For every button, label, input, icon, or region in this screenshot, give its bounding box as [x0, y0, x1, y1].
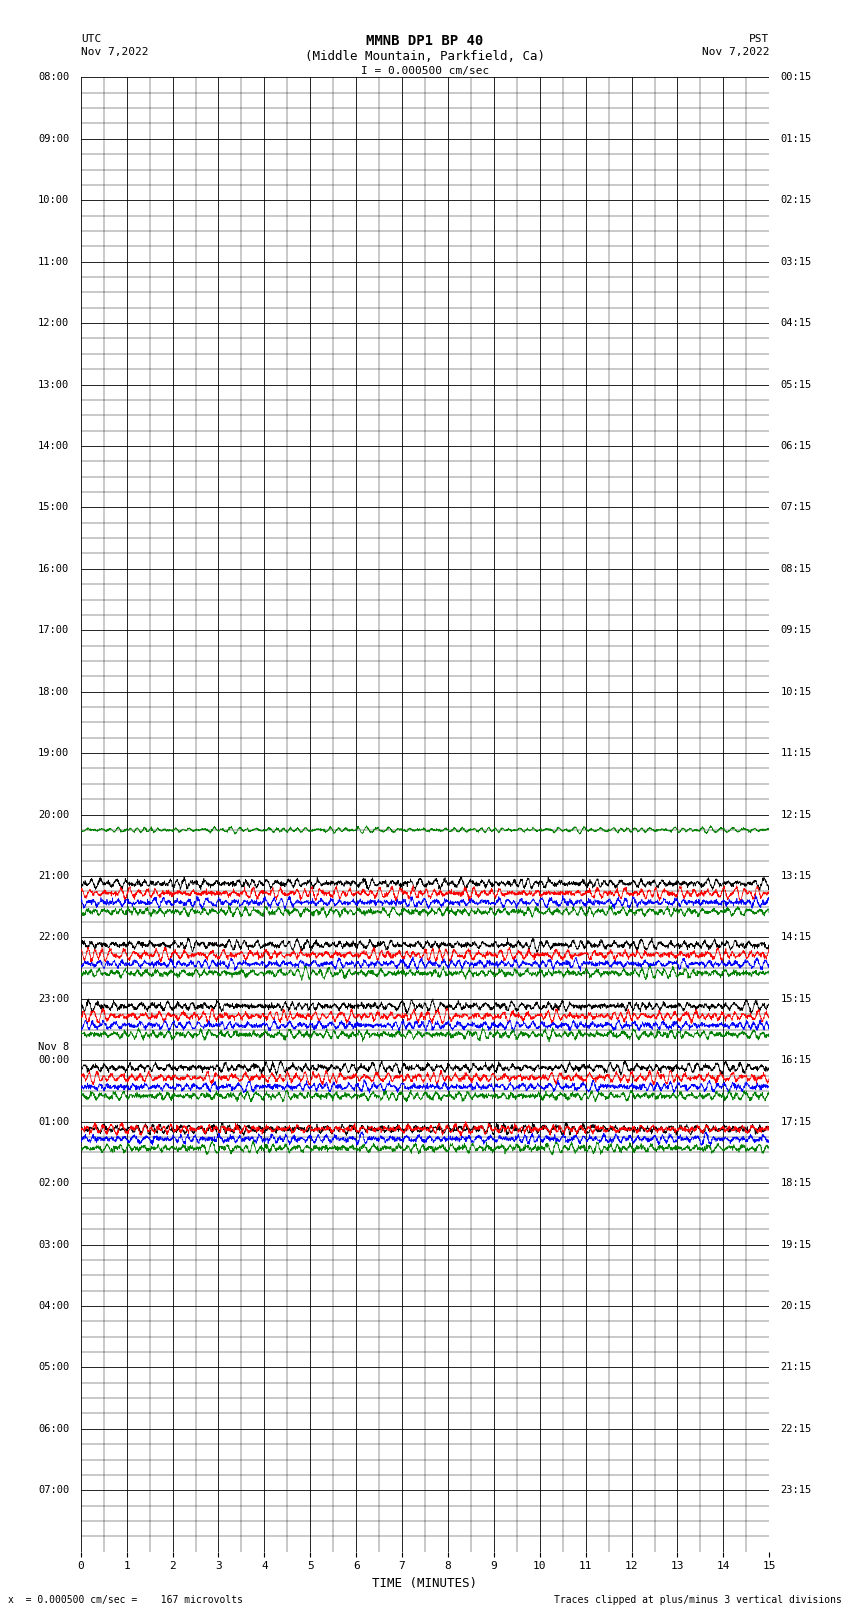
Text: 04:00: 04:00	[38, 1302, 70, 1311]
Text: 02:15: 02:15	[780, 195, 812, 205]
Text: 03:00: 03:00	[38, 1239, 70, 1250]
Text: 13:00: 13:00	[38, 379, 70, 390]
Text: 04:15: 04:15	[780, 318, 812, 327]
Text: 05:15: 05:15	[780, 379, 812, 390]
Text: I = 0.000500 cm/sec: I = 0.000500 cm/sec	[361, 66, 489, 76]
Text: 17:00: 17:00	[38, 626, 70, 636]
Text: x  = 0.000500 cm/sec =    167 microvolts: x = 0.000500 cm/sec = 167 microvolts	[8, 1595, 243, 1605]
Text: 06:15: 06:15	[780, 440, 812, 452]
Text: 20:00: 20:00	[38, 810, 70, 819]
Text: 08:15: 08:15	[780, 565, 812, 574]
Text: 05:00: 05:00	[38, 1363, 70, 1373]
Text: 18:15: 18:15	[780, 1177, 812, 1189]
Text: 13:15: 13:15	[780, 871, 812, 881]
Text: 08:00: 08:00	[38, 73, 70, 82]
Text: 17:15: 17:15	[780, 1116, 812, 1127]
Text: UTC: UTC	[81, 34, 101, 44]
Text: (Middle Mountain, Parkfield, Ca): (Middle Mountain, Parkfield, Ca)	[305, 50, 545, 63]
Text: 15:00: 15:00	[38, 502, 70, 513]
Text: 00:00: 00:00	[38, 1055, 70, 1065]
Text: 20:15: 20:15	[780, 1302, 812, 1311]
Text: 18:00: 18:00	[38, 687, 70, 697]
Text: 22:15: 22:15	[780, 1424, 812, 1434]
Text: 10:15: 10:15	[780, 687, 812, 697]
Text: 23:15: 23:15	[780, 1486, 812, 1495]
Text: 03:15: 03:15	[780, 256, 812, 266]
Text: 12:15: 12:15	[780, 810, 812, 819]
Text: 16:15: 16:15	[780, 1055, 812, 1065]
Text: 06:00: 06:00	[38, 1424, 70, 1434]
Text: 19:00: 19:00	[38, 748, 70, 758]
Text: 01:15: 01:15	[780, 134, 812, 144]
Text: 14:00: 14:00	[38, 440, 70, 452]
Text: 00:15: 00:15	[780, 73, 812, 82]
Text: 14:15: 14:15	[780, 932, 812, 942]
Text: 11:00: 11:00	[38, 256, 70, 266]
Text: 11:15: 11:15	[780, 748, 812, 758]
Text: 16:00: 16:00	[38, 565, 70, 574]
Text: 10:00: 10:00	[38, 195, 70, 205]
Text: 19:15: 19:15	[780, 1239, 812, 1250]
Text: Nov 7,2022: Nov 7,2022	[702, 47, 769, 56]
Text: 09:00: 09:00	[38, 134, 70, 144]
Text: MMNB DP1 BP 40: MMNB DP1 BP 40	[366, 34, 484, 48]
Text: 12:00: 12:00	[38, 318, 70, 327]
Text: 21:00: 21:00	[38, 871, 70, 881]
Text: Nov 8: Nov 8	[38, 1042, 70, 1052]
Text: 15:15: 15:15	[780, 994, 812, 1003]
Text: 01:00: 01:00	[38, 1116, 70, 1127]
Text: 23:00: 23:00	[38, 994, 70, 1003]
Text: 07:15: 07:15	[780, 502, 812, 513]
Text: Nov 7,2022: Nov 7,2022	[81, 47, 148, 56]
Text: 21:15: 21:15	[780, 1363, 812, 1373]
X-axis label: TIME (MINUTES): TIME (MINUTES)	[372, 1578, 478, 1590]
Text: 07:00: 07:00	[38, 1486, 70, 1495]
Text: 02:00: 02:00	[38, 1177, 70, 1189]
Text: 22:00: 22:00	[38, 932, 70, 942]
Text: 09:15: 09:15	[780, 626, 812, 636]
Text: Traces clipped at plus/minus 3 vertical divisions: Traces clipped at plus/minus 3 vertical …	[553, 1595, 842, 1605]
Text: PST: PST	[749, 34, 769, 44]
